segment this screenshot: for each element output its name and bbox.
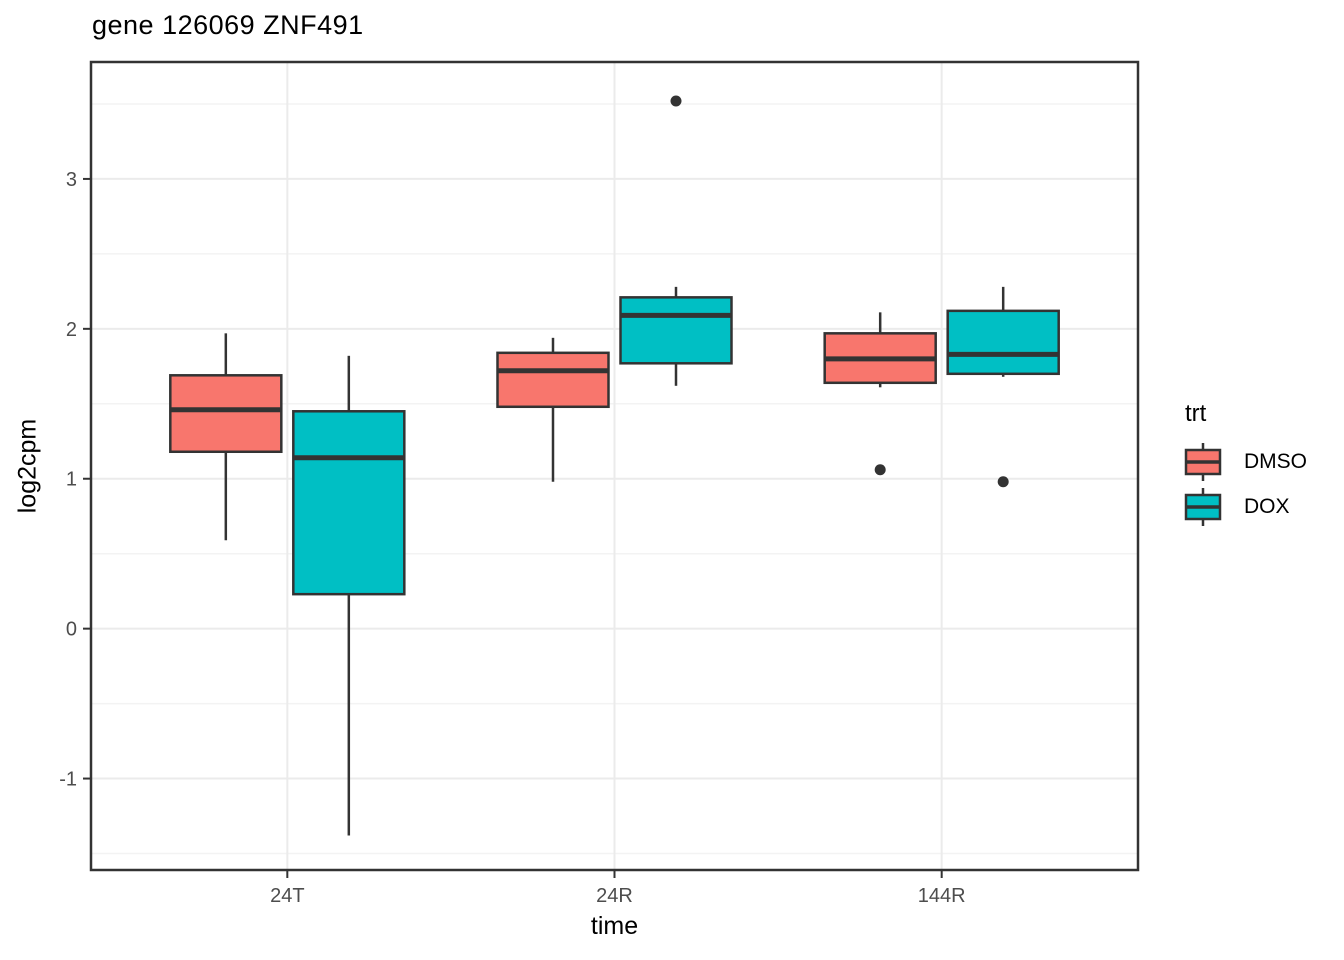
legend: trt DMSO DOX bbox=[1183, 400, 1307, 532]
y-tick-label: 1 bbox=[66, 469, 77, 491]
y-axis-title: log2cpm bbox=[13, 418, 42, 514]
legend-label: DMSO bbox=[1244, 450, 1307, 473]
legend-key-boxplot-icon bbox=[1184, 488, 1222, 526]
y-tick-label: 3 bbox=[66, 169, 77, 191]
x-axis-title: time bbox=[590, 912, 639, 940]
box-dox-24t bbox=[292, 410, 406, 596]
outlier-dox-144r bbox=[997, 476, 1009, 488]
outlier-dox-24r bbox=[670, 95, 682, 107]
x-tick-label: 24T bbox=[270, 885, 304, 907]
legend-title: trt bbox=[1185, 400, 1207, 427]
legend-entry-dmso: DMSO bbox=[1183, 442, 1307, 482]
y-tick-label: 0 bbox=[66, 619, 77, 641]
box-dox-144r bbox=[946, 309, 1060, 376]
y-tick-label: -1 bbox=[59, 769, 77, 791]
chart-title: gene 126069 ZNF491 bbox=[92, 10, 364, 40]
y-tick-label: 2 bbox=[66, 319, 77, 341]
x-tick-label: 144R bbox=[918, 885, 966, 907]
legend-entries: DMSO DOX bbox=[1183, 442, 1307, 527]
box-dmso-24r bbox=[496, 351, 610, 409]
outlier-dmso-144r bbox=[874, 464, 886, 476]
box-dox-24r bbox=[619, 296, 733, 365]
legend-label: DOX bbox=[1244, 495, 1290, 518]
legend-entry-dox: DOX bbox=[1183, 487, 1307, 527]
legend-key-boxplot-icon bbox=[1184, 443, 1222, 481]
box-dmso-24t bbox=[169, 374, 283, 454]
x-tick-label: 24R bbox=[596, 885, 633, 907]
